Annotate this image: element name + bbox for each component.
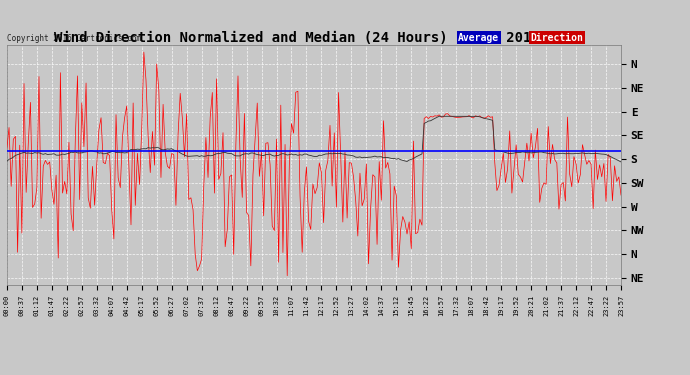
Text: Direction: Direction: [531, 33, 584, 43]
Text: Copyright 2016 Cartronics.com: Copyright 2016 Cartronics.com: [7, 34, 141, 43]
Text: Average: Average: [458, 33, 500, 43]
Title: Wind Direction Normalized and Median (24 Hours) (New) 20160916: Wind Direction Normalized and Median (24…: [55, 31, 573, 45]
